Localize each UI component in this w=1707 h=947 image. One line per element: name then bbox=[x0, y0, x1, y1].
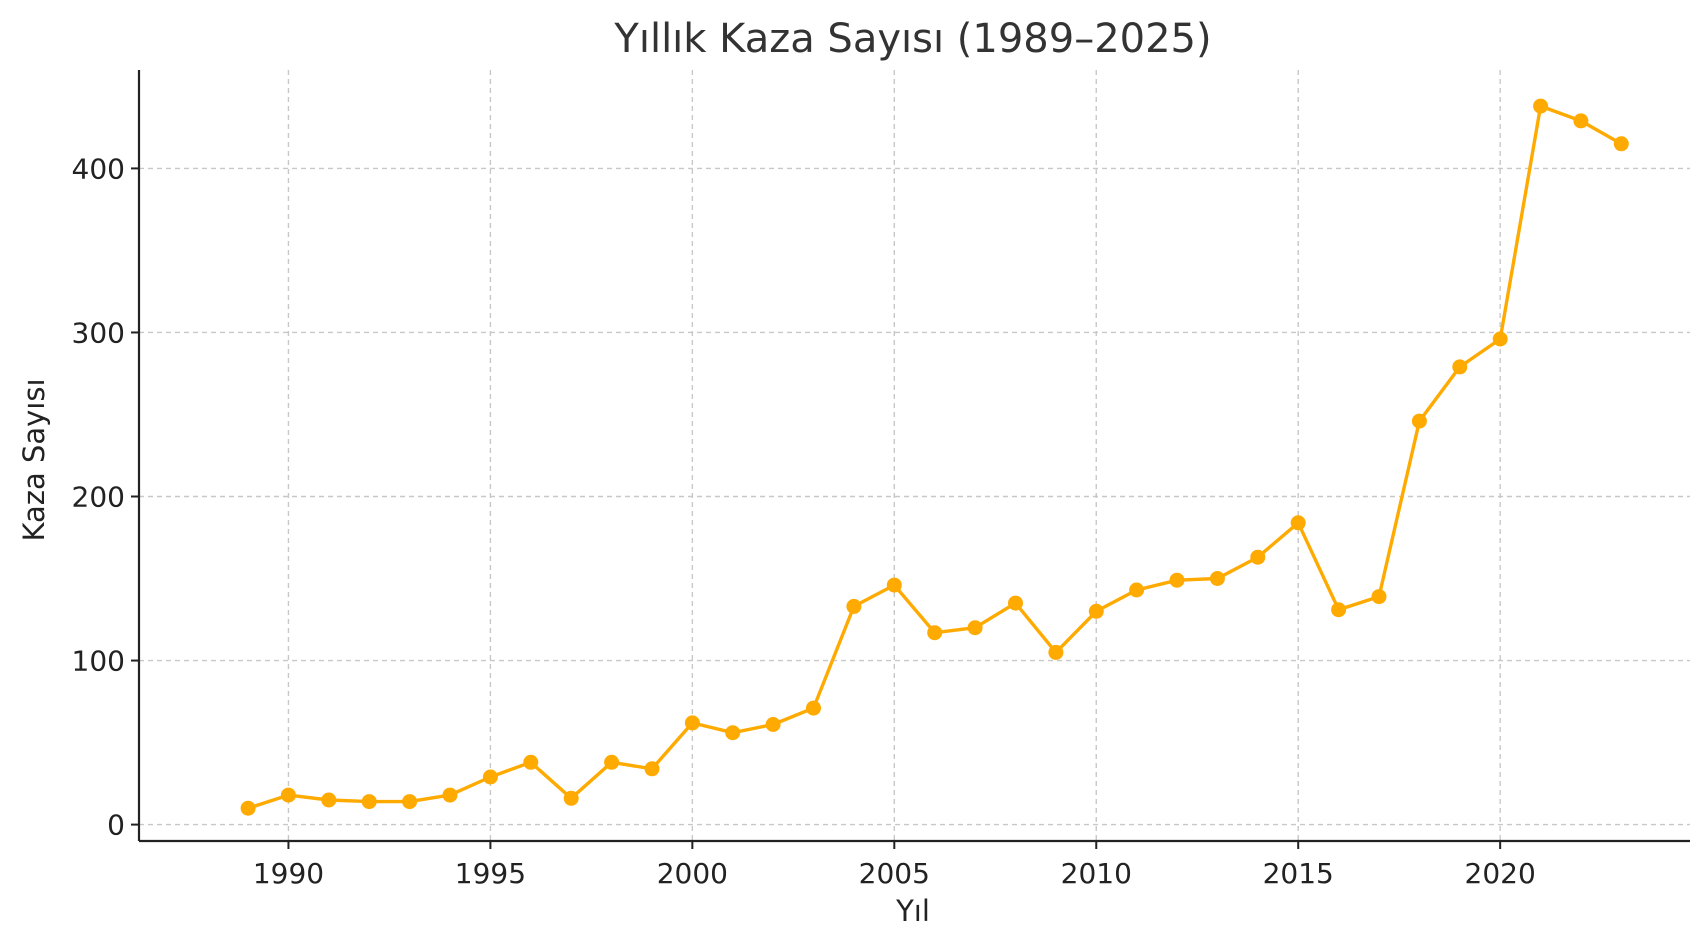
x-tick-label: 1990 bbox=[253, 857, 324, 890]
y-tick-label: 100 bbox=[72, 645, 125, 678]
data-point bbox=[927, 625, 943, 641]
x-tick-label: 2015 bbox=[1263, 857, 1334, 890]
x-tick-label: 1995 bbox=[455, 857, 526, 890]
data-point bbox=[1492, 331, 1508, 347]
data-point bbox=[1371, 589, 1387, 605]
y-tick-label: 200 bbox=[72, 481, 125, 514]
data-point bbox=[523, 754, 539, 770]
x-tick-label: 2000 bbox=[657, 857, 728, 890]
data-point bbox=[1331, 602, 1347, 618]
data-point bbox=[1048, 644, 1064, 660]
data-point bbox=[1129, 582, 1145, 598]
data-point bbox=[1613, 136, 1629, 152]
data-point bbox=[886, 577, 902, 593]
data-point bbox=[442, 787, 458, 803]
y-tick-label: 0 bbox=[107, 809, 125, 842]
data-point bbox=[240, 800, 256, 816]
data-point bbox=[482, 769, 498, 785]
data-point bbox=[1088, 603, 1104, 619]
data-point bbox=[321, 792, 337, 808]
data-point bbox=[806, 700, 821, 716]
data-point bbox=[1008, 595, 1023, 611]
y-tick-label: 300 bbox=[72, 316, 125, 349]
y-tick-label: 400 bbox=[72, 152, 125, 185]
data-point bbox=[280, 787, 296, 803]
x-tick-label: 2005 bbox=[859, 857, 930, 890]
data-point bbox=[1411, 413, 1427, 429]
data-point bbox=[402, 794, 418, 810]
data-point bbox=[1209, 571, 1225, 586]
data-point bbox=[644, 761, 660, 777]
data-point bbox=[967, 620, 983, 636]
series-line bbox=[246, 104, 1624, 810]
ticks: 1990 1995 2000 2005 2010 2015 2020 0 100 200 300 40… bbox=[72, 152, 1536, 890]
data-point bbox=[1452, 359, 1468, 375]
data-point bbox=[725, 725, 741, 741]
chart-title: Yıllık Kaza Sayısı (1989–2025) bbox=[613, 16, 1211, 62]
y-axis-label: Kaza Sayısı bbox=[17, 378, 51, 541]
data-point bbox=[765, 717, 781, 732]
data-point bbox=[604, 754, 620, 770]
data-point bbox=[1290, 515, 1306, 531]
data-point bbox=[684, 715, 700, 731]
data-point bbox=[1573, 113, 1589, 129]
x-tick-label: 2010 bbox=[1061, 857, 1132, 890]
data-point bbox=[361, 794, 377, 810]
data-point bbox=[1169, 572, 1185, 588]
series bbox=[240, 98, 1629, 816]
x-tick-label: 2020 bbox=[1465, 857, 1536, 890]
x-axis-label: Yıl bbox=[895, 894, 930, 928]
axes bbox=[137, 70, 1690, 843]
grid bbox=[139, 70, 1690, 841]
data-point bbox=[1533, 98, 1549, 114]
data-point bbox=[846, 598, 862, 614]
data-point bbox=[1250, 549, 1266, 565]
data-point bbox=[563, 790, 579, 806]
